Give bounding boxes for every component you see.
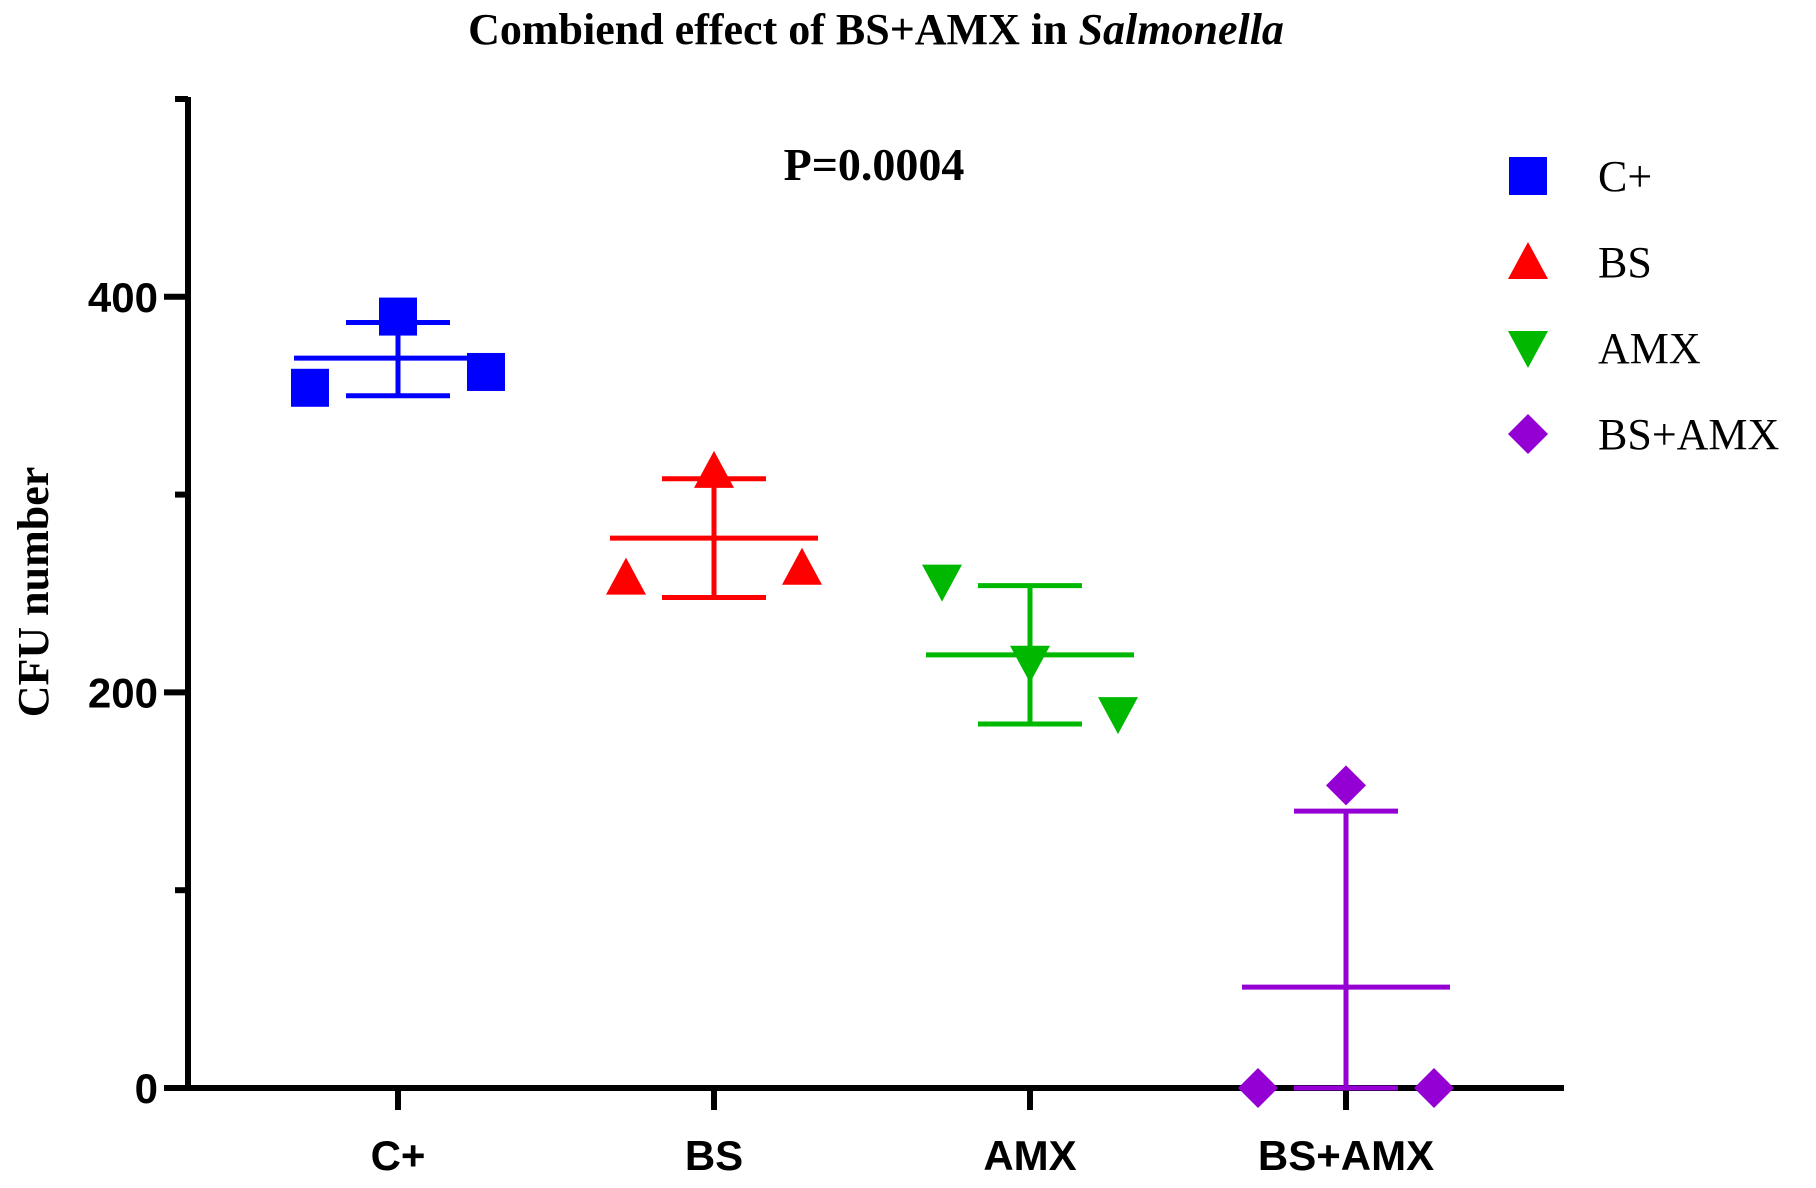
- series-amx: [922, 564, 1138, 735]
- p-value-annotation: P=0.0004: [784, 139, 965, 190]
- legend-marker-bs-plusamx: [1508, 414, 1548, 454]
- data-point-bs-plusamx: [1326, 765, 1366, 806]
- x-tick-label: BS: [685, 1132, 743, 1179]
- chart-title-italic: Salmonella: [1079, 5, 1284, 54]
- series-layer: [291, 297, 1454, 1108]
- axes: 0 200 400 C+ BS AMX BS+AMX: [88, 96, 1564, 1179]
- data-point-bs: [782, 547, 822, 585]
- data-point-amx: [1098, 697, 1138, 735]
- data-point-c-plus: [467, 352, 505, 391]
- legend: C+ BS AMX BS+AMX: [1508, 152, 1779, 459]
- y-tick-label: 0: [135, 1065, 158, 1112]
- data-point-bs-plusamx: [1414, 1068, 1454, 1108]
- series-bs-plusamx: [1238, 765, 1454, 1108]
- data-point-bs: [694, 450, 734, 488]
- chart-title-main: Combiend effect of BS+AMX in: [468, 5, 1078, 54]
- legend-marker-c-plus: [1509, 157, 1547, 195]
- legend-label-bs: BS: [1598, 238, 1652, 287]
- legend-label-c-plus: C+: [1598, 152, 1652, 201]
- series-c-plus: [291, 297, 505, 407]
- x-tick-label: C+: [371, 1132, 426, 1179]
- y-tick-label: 200: [88, 669, 158, 716]
- legend-label-amx: AMX: [1598, 324, 1701, 373]
- y-axis-label: CFU number: [9, 467, 58, 718]
- chart-title: Combiend effect of BS+AMX in Salmonella: [468, 5, 1284, 54]
- data-point-bs: [606, 557, 646, 595]
- legend-label-bs-plusamx: BS+AMX: [1598, 410, 1779, 459]
- series-bs: [606, 450, 822, 600]
- data-point-c-plus: [291, 368, 329, 407]
- legend-marker-amx: [1508, 331, 1548, 368]
- data-point-bs-plusamx: [1238, 1068, 1278, 1108]
- data-point-amx: [922, 564, 962, 602]
- data-point-amx: [1010, 645, 1050, 683]
- legend-marker-bs: [1508, 242, 1548, 279]
- data-point-c-plus: [379, 297, 417, 336]
- x-tick-label: BS+AMX: [1258, 1132, 1434, 1179]
- y-tick-label: 400: [88, 274, 158, 321]
- x-tick-label: AMX: [983, 1132, 1076, 1179]
